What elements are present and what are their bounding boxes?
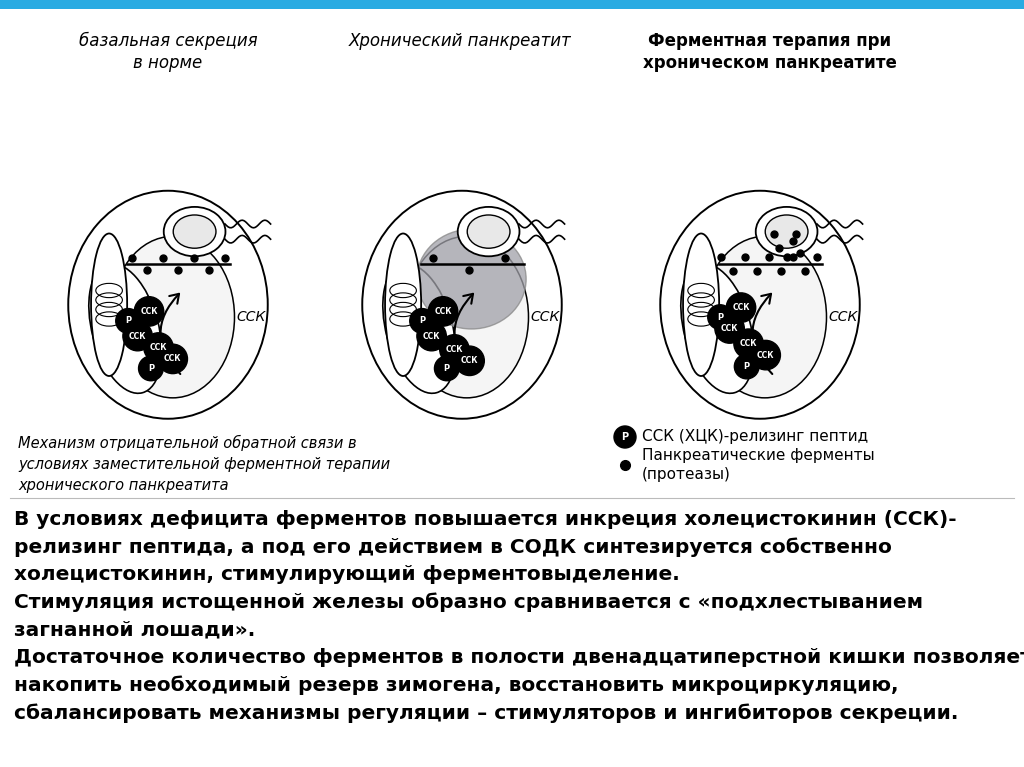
Text: ССК: ССК [461,357,478,365]
Ellipse shape [765,215,808,249]
Text: ССК: ССК [237,310,266,324]
Ellipse shape [362,191,562,419]
Text: ССК: ССК [530,310,560,324]
FancyArrowPatch shape [753,294,772,374]
Text: ССК: ССК [721,324,738,333]
Text: Хронический панкреатит: Хронический панкреатит [349,32,571,50]
Circle shape [455,346,484,376]
Text: ССК: ССК [150,343,167,352]
Ellipse shape [417,229,526,329]
Ellipse shape [458,207,519,256]
Circle shape [734,354,759,379]
Circle shape [734,329,763,358]
Circle shape [417,321,446,351]
Text: Р: Р [419,317,425,325]
Ellipse shape [111,236,234,398]
Circle shape [439,334,469,364]
Ellipse shape [164,207,225,256]
Text: ССК (ХЦК)-релизинг пептид: ССК (ХЦК)-релизинг пептид [642,430,868,445]
Text: Панкреатические ферменты
(протеазы): Панкреатические ферменты (протеазы) [642,448,874,482]
Circle shape [410,308,434,333]
Text: ССК: ССК [732,303,750,312]
FancyArrowPatch shape [161,294,180,374]
Ellipse shape [91,233,127,376]
Circle shape [614,426,636,448]
Ellipse shape [681,264,754,393]
Ellipse shape [69,191,267,419]
Ellipse shape [467,215,510,249]
Text: Ферментная терапия при
хроническом панкреатите: Ферментная терапия при хроническом панкр… [643,32,897,72]
FancyArrowPatch shape [455,294,474,374]
Text: ССК: ССК [164,354,181,364]
Text: ССК: ССК [740,339,758,348]
Text: Р: Р [125,317,131,325]
Bar [0,0,1024,9]
Text: ССК: ССК [140,307,158,316]
Text: ССК: ССК [434,307,452,316]
Circle shape [715,314,744,343]
Circle shape [726,293,756,322]
Ellipse shape [385,233,421,376]
Circle shape [428,297,458,326]
Circle shape [708,304,732,330]
Text: Р: Р [443,364,450,373]
Text: базальная секреция
в норме: базальная секреция в норме [79,32,257,72]
Ellipse shape [683,233,719,376]
Circle shape [143,333,173,362]
Circle shape [751,341,780,370]
Text: ССК: ССК [129,331,146,341]
Text: Р: Р [622,432,629,442]
Text: Р: Р [147,364,154,373]
Ellipse shape [660,191,860,419]
Text: ССК: ССК [445,345,463,354]
Circle shape [123,321,153,351]
Circle shape [434,356,459,380]
Text: В условиях дефицита ферментов повышается инкреция холецистокинин (ССК)-
релизинг: В условиях дефицита ферментов повышается… [14,510,1024,723]
Text: ССК: ССК [757,351,774,360]
Text: ССК: ССК [828,310,858,324]
Ellipse shape [703,236,826,398]
Text: ССК: ССК [423,331,440,341]
Text: Механизм отрицательной обратной связи в
условиях заместительной ферментной терап: Механизм отрицательной обратной связи в … [18,435,390,493]
Text: Р: Р [717,313,723,321]
Circle shape [158,344,187,374]
Ellipse shape [756,207,817,256]
Ellipse shape [89,264,162,393]
Circle shape [138,356,163,380]
Ellipse shape [406,236,528,398]
Text: Р: Р [743,362,750,371]
Circle shape [116,308,140,333]
Ellipse shape [173,215,216,249]
Circle shape [134,297,164,326]
Ellipse shape [383,264,456,393]
